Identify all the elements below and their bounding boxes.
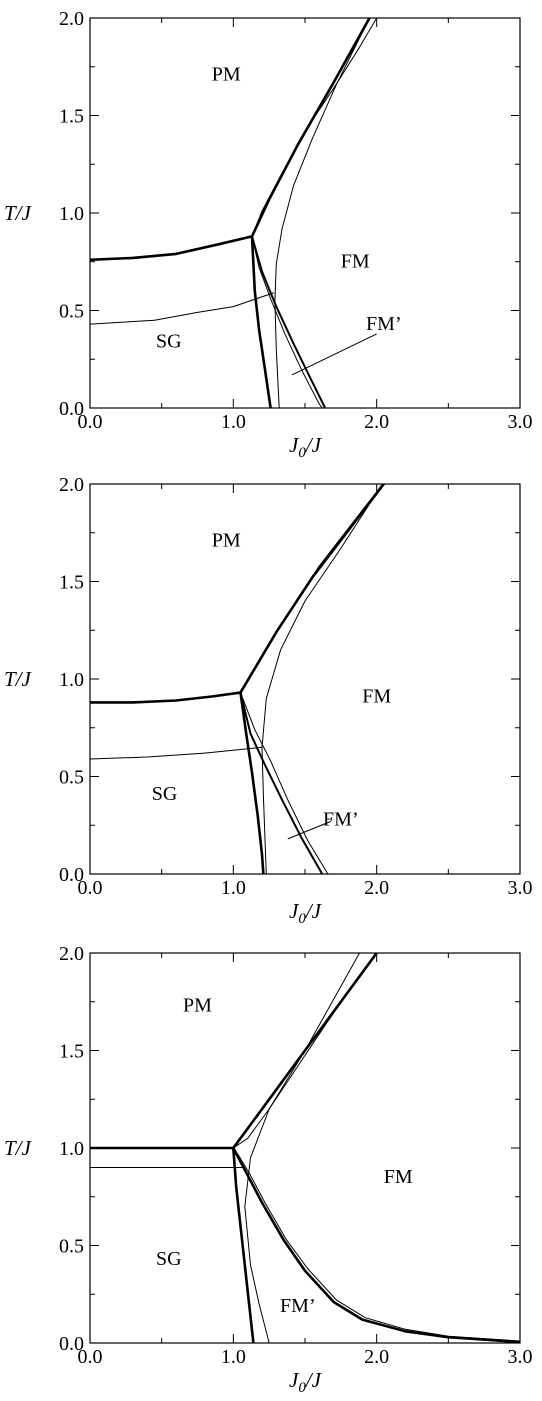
phase-boundary-line-3 [239,691,265,874]
x-tick-label: 1.0 [221,411,246,433]
x-tick-label: 2.0 [364,877,389,899]
chart-panel-top: 0.0 1.0 2.0 3.0 0.0 0.5 1.0 1.5 2.0 J0/J T/J PM FM SG… [4,8,533,461]
x-tick-label: 3.0 [508,411,533,433]
x-axis-label: J0/J [289,899,323,927]
y-tick-label: 0.0 [59,398,84,420]
region-label-sg: SG [156,331,182,353]
x-tick-label: 3.0 [508,1346,533,1368]
x-axis-label: J0/J [289,1368,323,1396]
x-tick-label: 0.0 [78,411,103,433]
x-tick-label: 2.0 [364,1346,389,1368]
phase-boundary-line-4 [232,1146,520,1343]
y-tick-label: 1.5 [59,106,84,128]
x-tick-label: 0.0 [78,1346,103,1368]
phase-boundary-line-7 [90,292,274,325]
chart-panel-middle: 0.0 1.0 2.0 3.0 0.0 0.5 1.0 1.5 2.0 J0/J T/J PM FM SG… [4,474,533,927]
phase-boundary-line-5 [251,235,327,408]
x-tick-label: 3.0 [508,877,533,899]
y-tick-label: 2.0 [59,474,84,496]
region-label-fm: FM [341,251,370,273]
plot-frame [89,483,521,875]
y-tick-label: 1.5 [59,572,84,594]
x-axis-label: J0/J [289,433,323,461]
y-tick-label: 0.5 [59,1236,84,1258]
region-label-fm: FM’ [323,808,359,830]
plot-frame [89,17,521,409]
y-tick-label: 1.0 [59,669,84,691]
phase-boundary-line-2 [251,18,378,237]
phase-boundary-line-6 [274,18,370,408]
annotation-pointer [291,333,377,376]
y-axis-label: T/J [4,1136,33,1160]
phase-boundary-line-6 [261,484,383,874]
phase-boundary-line-3 [250,235,272,408]
phase-boundary-line-5 [240,692,329,874]
region-label-sg: SG [156,1248,182,1270]
y-axis-label: T/J [4,667,33,691]
y-tick-label: 2.0 [59,943,84,965]
region-label-pm: PM [212,63,241,85]
y-tick-label: 0.5 [59,301,84,323]
y-tick-label: 0.0 [59,864,84,886]
chart-panel-bottom: 0.0 1.0 2.0 3.0 0.0 0.5 1.0 1.5 2.0 J0/J T/J PM FM SG… [4,943,533,1396]
region-label-fm: FM [362,685,391,707]
phase-boundary-line-4 [251,235,323,408]
region-label-pm: PM [212,529,241,551]
y-tick-label: 1.0 [59,1138,84,1160]
x-tick-label: 1.0 [221,1346,246,1368]
x-tick-label: 1.0 [221,877,246,899]
y-tick-label: 1.5 [59,1041,84,1063]
y-tick-label: 0.5 [59,767,84,789]
annotation-pointer [287,820,331,840]
phase-boundary-line-7 [90,746,263,760]
y-tick-label: 2.0 [59,8,84,30]
y-tick-label: 1.0 [59,203,84,225]
phase-boundary-line-0 [90,235,254,262]
region-label-pm: PM [183,995,212,1017]
phase-boundary-line-1 [250,18,371,238]
region-label-fm: FM’ [280,1295,316,1317]
y-axis-label: T/J [4,201,33,225]
x-tick-label: 0.0 [78,877,103,899]
phase-boundary-line-5 [237,1153,520,1342]
y-tick-label: 0.0 [59,1333,84,1355]
phase-boundary-line-3 [232,1146,255,1343]
phase-boundary-line-6 [244,953,360,1343]
region-label-fm: FM [384,1166,413,1188]
phase-boundary-line-4 [239,691,324,874]
phase-boundary-line-0 [90,691,242,704]
region-label-sg: SG [152,783,178,805]
phase-boundary-line-2 [232,953,378,1149]
x-tick-label: 2.0 [364,411,389,433]
region-label-fm: FM’ [366,313,402,335]
